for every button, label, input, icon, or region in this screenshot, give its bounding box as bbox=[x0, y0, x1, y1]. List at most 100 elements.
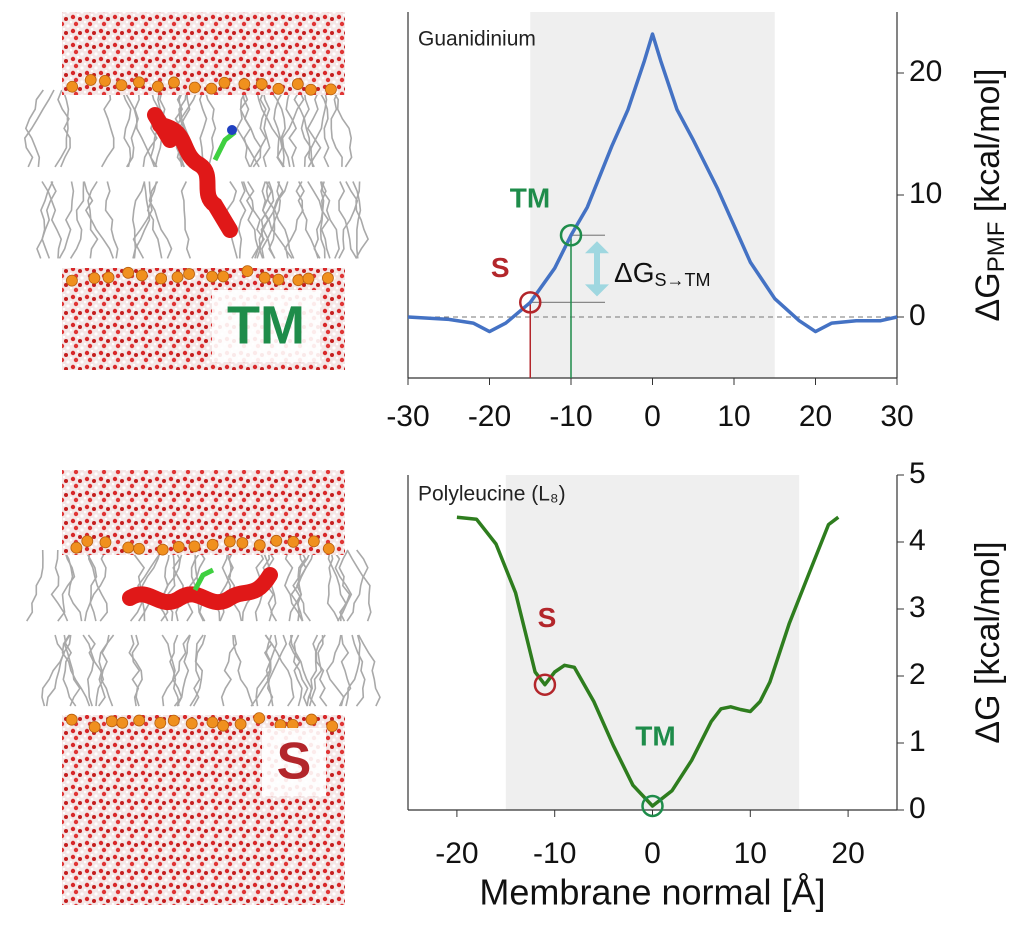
headgroup bbox=[99, 74, 111, 87]
lipid-tail bbox=[84, 549, 98, 622]
lipid-tail bbox=[172, 549, 184, 622]
label-box bbox=[212, 290, 320, 362]
headgroup bbox=[205, 82, 218, 95]
lipid-tail bbox=[319, 181, 340, 259]
lipid-tail bbox=[239, 89, 262, 168]
lipid-tail bbox=[131, 181, 146, 259]
lipid-tail bbox=[142, 89, 160, 168]
headgroup bbox=[188, 540, 201, 553]
lipid-tail bbox=[340, 634, 352, 707]
lipid-tail bbox=[266, 634, 288, 707]
headgroup bbox=[116, 716, 129, 729]
lipid-tail bbox=[87, 549, 109, 622]
headgroup bbox=[168, 76, 180, 89]
headgroup bbox=[115, 79, 128, 92]
lipid-tail bbox=[47, 181, 63, 259]
state-label: S bbox=[538, 602, 557, 633]
y-tick-label: 0 bbox=[909, 792, 926, 825]
lipid-tail bbox=[255, 634, 273, 707]
headgroup bbox=[135, 269, 148, 282]
state-label: S bbox=[491, 252, 510, 283]
lipid-tail bbox=[284, 181, 305, 259]
lipid-tail bbox=[62, 634, 77, 707]
lipid-tail bbox=[40, 181, 51, 259]
y-axis-label: ΔG [kcal/mol] bbox=[969, 541, 1007, 743]
state-label: TM bbox=[510, 183, 550, 214]
side-chain bbox=[192, 567, 215, 592]
lipid-tail bbox=[237, 181, 247, 259]
x-tick-label: -20 bbox=[468, 400, 511, 433]
side-chain bbox=[212, 130, 237, 162]
molecular-images: TM S bbox=[23, 12, 381, 905]
y-tick-label: 4 bbox=[909, 524, 926, 557]
headgroup bbox=[325, 83, 337, 96]
headgroup bbox=[234, 718, 247, 731]
lipid-tail bbox=[317, 89, 330, 168]
lipid-tail bbox=[293, 89, 315, 168]
helix bbox=[122, 567, 278, 611]
lipid-tail bbox=[176, 634, 191, 707]
headgroup bbox=[206, 270, 218, 283]
lipid-tail bbox=[338, 181, 358, 259]
x-tick-label: 20 bbox=[799, 400, 832, 433]
headgroup bbox=[253, 539, 266, 552]
y-axis-label-part: PMF bbox=[983, 222, 1010, 273]
y-tick-label: 20 bbox=[909, 55, 942, 88]
headgroup bbox=[183, 268, 195, 280]
lipid-tail bbox=[50, 549, 69, 622]
lipid-tail bbox=[325, 634, 345, 707]
headgroup bbox=[238, 78, 251, 90]
state-marker bbox=[519, 291, 542, 314]
headgroup bbox=[65, 713, 78, 726]
lipid-tail bbox=[313, 181, 325, 259]
lipid-tail bbox=[82, 634, 105, 707]
headgroup bbox=[122, 266, 135, 279]
lipid-tail bbox=[63, 634, 81, 707]
lipid-tail bbox=[58, 181, 75, 259]
headgroup bbox=[272, 273, 285, 286]
lipid-tail bbox=[245, 181, 260, 259]
lipid-tail bbox=[296, 549, 307, 622]
headgroup bbox=[326, 720, 339, 733]
lipid-tail bbox=[306, 89, 322, 168]
lipid-tail bbox=[192, 634, 206, 707]
lipid-tail bbox=[285, 89, 298, 168]
lipid-tail bbox=[292, 549, 312, 622]
lipid-tail bbox=[148, 181, 173, 259]
lipid-tail bbox=[300, 89, 314, 168]
headgroup bbox=[218, 76, 231, 89]
x-tick-label: 10 bbox=[734, 837, 767, 870]
lipid-tail bbox=[63, 549, 83, 622]
headgroup bbox=[304, 83, 317, 96]
image-label: S bbox=[277, 733, 312, 791]
lipid-tail bbox=[26, 549, 44, 622]
lipid-tail bbox=[295, 181, 319, 259]
headgroup bbox=[84, 74, 97, 86]
lipid-tail bbox=[345, 634, 361, 707]
headgroup bbox=[322, 272, 334, 284]
headgroup bbox=[255, 78, 268, 90]
headgroup bbox=[188, 81, 201, 94]
headgroup bbox=[81, 535, 94, 547]
lipid-tail bbox=[24, 89, 44, 167]
lipid-tail bbox=[326, 549, 340, 622]
headgroup bbox=[88, 721, 101, 733]
x-tick-label: -10 bbox=[549, 400, 592, 433]
lipid-tail bbox=[264, 634, 295, 707]
headgroup bbox=[102, 271, 115, 284]
lipid-tail bbox=[180, 181, 192, 259]
lipid-tail bbox=[130, 549, 146, 622]
lipid-tail bbox=[330, 89, 343, 167]
lipid-tail bbox=[250, 634, 278, 707]
lipid-tail bbox=[98, 634, 115, 707]
lipid-tail bbox=[356, 549, 372, 622]
lipid-tail bbox=[100, 634, 114, 707]
y-axis-label: ΔGPMF [kcal/mol] bbox=[969, 69, 1010, 322]
chart-title: Guanidinium bbox=[418, 28, 536, 51]
headgroup bbox=[291, 78, 304, 90]
headgroup bbox=[171, 271, 184, 284]
headgroup bbox=[133, 76, 145, 89]
